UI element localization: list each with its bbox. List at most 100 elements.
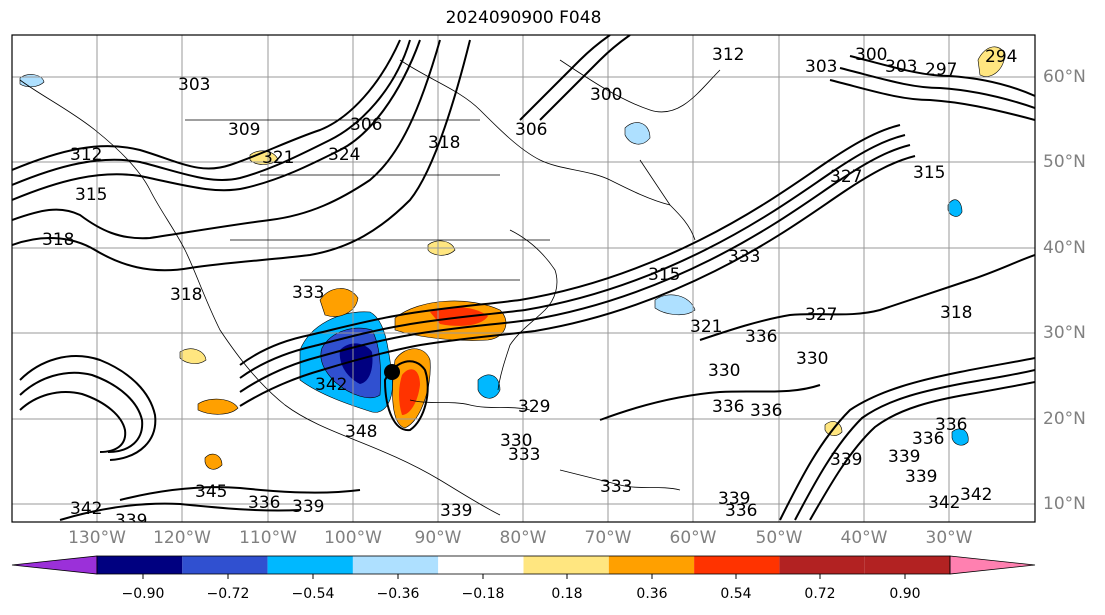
contour-label: 324	[328, 145, 360, 165]
positive-shading-cuba-core	[399, 369, 420, 415]
contour-label: 330	[708, 361, 740, 381]
colorbar-swatch	[267, 556, 353, 574]
colorbar-extend-min	[11, 555, 98, 575]
contour-label: 336	[248, 493, 280, 513]
contour-label: 339	[830, 450, 862, 470]
contour-label: 342	[960, 485, 992, 505]
colorbar-swatch	[438, 556, 524, 574]
contour-label: 306	[515, 120, 547, 140]
longitude-label: 40°W	[840, 528, 888, 548]
contour-label: 318	[42, 230, 74, 250]
contour-label: 327	[805, 305, 837, 325]
contour-label: 318	[428, 133, 460, 153]
contour-label: 336	[725, 501, 757, 521]
colorbar-swatch	[864, 556, 950, 574]
colorbar-extend-max	[949, 555, 1036, 575]
colorbar-swatch	[779, 556, 865, 574]
contour-label: 306	[350, 115, 382, 135]
contour-label: 339	[115, 511, 147, 531]
contour-label: 336	[712, 397, 744, 417]
latitude-label: 50°N	[1043, 152, 1086, 172]
negative-shading-atlantic	[654, 294, 696, 316]
colorbar-swatch	[352, 556, 439, 574]
longitude-label: 90°W	[414, 528, 462, 548]
contour-label: 303	[805, 57, 837, 77]
negative-shading-labrador	[624, 122, 651, 145]
longitude-label: 80°W	[499, 528, 547, 548]
contour-label: 342	[315, 375, 347, 395]
contour-label: 339	[440, 501, 472, 521]
longitude-label: 50°W	[755, 528, 803, 548]
negative-shading-east	[947, 199, 963, 217]
longitude-label: 60°W	[669, 528, 717, 548]
contour-label: 315	[75, 185, 107, 205]
contour-label: 336	[912, 429, 944, 449]
latitude-label: 60°N	[1043, 67, 1086, 87]
colorbar-swatch	[97, 556, 183, 574]
negative-shading-bahamas	[477, 374, 501, 399]
contour-label: 327	[830, 167, 862, 187]
colorbar-outline	[96, 555, 951, 575]
contour-label: 339	[888, 447, 920, 467]
longitude-label: 70°W	[584, 528, 632, 548]
contour-label: 300	[855, 45, 887, 65]
colorbar-tick-label: 0.72	[804, 586, 836, 602]
colorbar	[11, 555, 1036, 579]
colorbar-tick-label: −0.90	[121, 586, 165, 602]
contour-label: 329	[518, 397, 550, 417]
storm-center-marker	[384, 364, 400, 380]
positive-shading-west	[197, 398, 239, 415]
contour-label: 336	[935, 415, 967, 435]
contour-label: 336	[750, 401, 782, 421]
contour-label: 300	[590, 85, 622, 105]
contour-label: 339	[718, 489, 750, 509]
negative-shading-alaska	[19, 74, 45, 88]
contour-label: 330	[500, 431, 532, 451]
colorbar-tick-label: 0.18	[551, 586, 583, 602]
contour-label: 339	[292, 497, 324, 517]
colorbar-swatch	[608, 556, 695, 574]
contour-label: 333	[508, 445, 540, 465]
positive-shading-texas	[319, 288, 359, 317]
colorbar-swatch	[694, 556, 780, 574]
latitude-label: 10°N	[1043, 494, 1086, 514]
height-contours	[12, 35, 1035, 521]
contour-label: 321	[262, 148, 294, 168]
contour-label: 330	[796, 349, 828, 369]
contour-label: 333	[292, 283, 324, 303]
contour-label: 312	[70, 145, 102, 165]
contour-label: 342	[70, 499, 102, 519]
contour-label: 339	[905, 467, 937, 487]
contour-label: 318	[170, 285, 202, 305]
negative-shading-southeast	[951, 428, 969, 446]
longitude-label: 100°W	[324, 528, 382, 548]
latitude-label: 30°N	[1043, 323, 1086, 343]
contour-label: 303	[178, 75, 210, 95]
contour-label: 315	[648, 265, 680, 285]
contour-label: 345	[195, 482, 227, 502]
negative-shading-dark	[339, 343, 373, 384]
colorbar-tick-label: −0.18	[461, 586, 505, 602]
contour-label-layer: 303 309 321 306 324 318 312 315 300 306 …	[42, 45, 1017, 531]
positive-shading-north	[977, 46, 1006, 77]
longitude-label: 110°W	[239, 528, 297, 548]
contour-label: 342	[928, 493, 960, 513]
longitude-label: 130°W	[68, 528, 126, 548]
latitude-label: 20°N	[1043, 409, 1086, 429]
contour-label: 333	[728, 247, 760, 267]
longitude-label: 120°W	[153, 528, 211, 548]
contour-label: 294	[985, 47, 1017, 67]
contour-label: 303	[885, 57, 917, 77]
contour-label: 333	[600, 477, 632, 497]
longitude-label: 30°W	[925, 528, 973, 548]
colorbar-tick-label: 0.90	[889, 586, 921, 602]
colorbar-tick-label: 0.36	[636, 586, 668, 602]
positive-shading-mexico	[179, 348, 207, 364]
contour-label: 318	[940, 303, 972, 323]
contour-label: 312	[712, 45, 744, 65]
colorbar-swatch	[182, 556, 268, 574]
positive-shading-pacific	[204, 453, 223, 470]
contour-label: 321	[690, 317, 722, 337]
colorbar-tick-label: −0.72	[206, 586, 250, 602]
